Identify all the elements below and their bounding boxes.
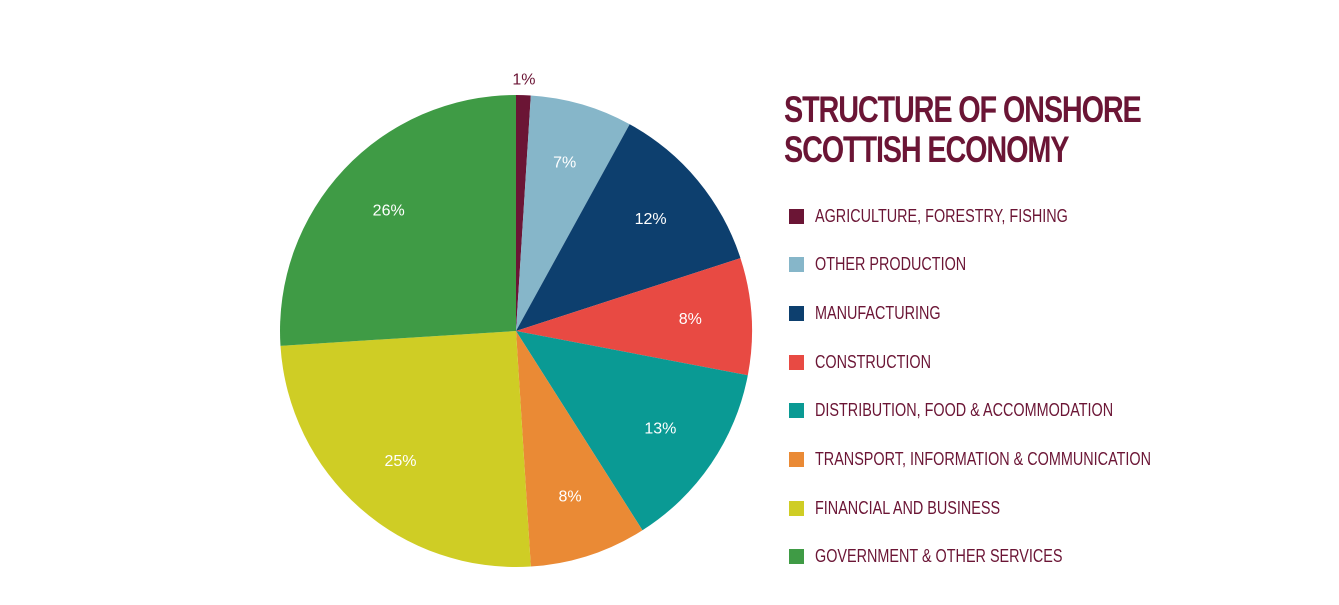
legend-swatch-construction (789, 354, 804, 370)
legend-swatch-other-production (789, 257, 804, 273)
legend-label-distribution: DISTRIBUTION, FOOD & ACCOMMODATION (815, 400, 1114, 421)
legend-label-agriculture: AGRICULTURE, FORESTRY, FISHING (815, 205, 1068, 226)
legend-item-manufacturing: MANUFACTURING (789, 301, 1235, 325)
data-label-agriculture: 1% (512, 71, 535, 88)
legend-swatch-government (789, 549, 804, 565)
legend-label-manufacturing: MANUFACTURING (815, 302, 941, 323)
pie-slice-government (280, 95, 516, 346)
chart-title: STRUCTURE OF ONSHORE SCOTTISH ECONOMY (784, 90, 1174, 170)
pie-slice-agriculture (516, 95, 531, 331)
legend-label-financial: FINANCIAL AND BUSINESS (815, 497, 1001, 518)
legend-swatch-distribution (789, 403, 804, 419)
pie-slice-other-production (516, 95, 630, 331)
chart-title-line-2: SCOTTISH ECONOMY (784, 129, 1070, 170)
legend-swatch-agriculture (789, 208, 804, 224)
legend-item-transport: TRANSPORT, INFORMATION & COMMUNICATION (789, 447, 1235, 471)
data-label-transport: 8% (558, 488, 581, 505)
legend-label-other-production: OTHER PRODUCTION (815, 254, 967, 275)
data-label-government: 26% (373, 203, 405, 220)
pie-slice-construction (516, 258, 753, 376)
pie-slice-financial (280, 331, 531, 567)
legend-swatch-transport (789, 451, 804, 467)
legend-item-agriculture: AGRICULTURE, FORESTRY, FISHING (789, 204, 1235, 228)
pie-slice-distribution (516, 331, 748, 531)
legend-item-financial: FINANCIAL AND BUSINESS (789, 496, 1235, 520)
data-label-construction: 8% (679, 311, 702, 328)
legend-label-construction: CONSTRUCTION (815, 351, 931, 372)
data-label-distribution: 13% (644, 420, 676, 437)
chart-title-line-1: STRUCTURE OF ONSHORE (784, 89, 1142, 130)
legend: AGRICULTURE, FORESTRY, FISHING OTHER PRO… (789, 204, 1235, 594)
legend-swatch-manufacturing (789, 305, 804, 321)
pie-slice-transport (516, 331, 643, 567)
data-label-manufacturing: 12% (635, 211, 667, 228)
legend-swatch-financial (789, 500, 804, 516)
pie-slice-manufacturing (516, 124, 741, 331)
legend-label-transport: TRANSPORT, INFORMATION & COMMUNICATION (815, 448, 1152, 469)
legend-label-government: GOVERNMENT & OTHER SERVICES (815, 546, 1063, 567)
legend-item-construction: CONSTRUCTION (789, 350, 1235, 374)
legend-item-government: GOVERNMENT & OTHER SERVICES (789, 545, 1235, 569)
data-label-financial: 25% (384, 453, 416, 470)
legend-item-other-production: OTHER PRODUCTION (789, 253, 1235, 277)
legend-item-distribution: DISTRIBUTION, FOOD & ACCOMMODATION (789, 399, 1235, 423)
data-label-other-production: 7% (553, 155, 576, 172)
